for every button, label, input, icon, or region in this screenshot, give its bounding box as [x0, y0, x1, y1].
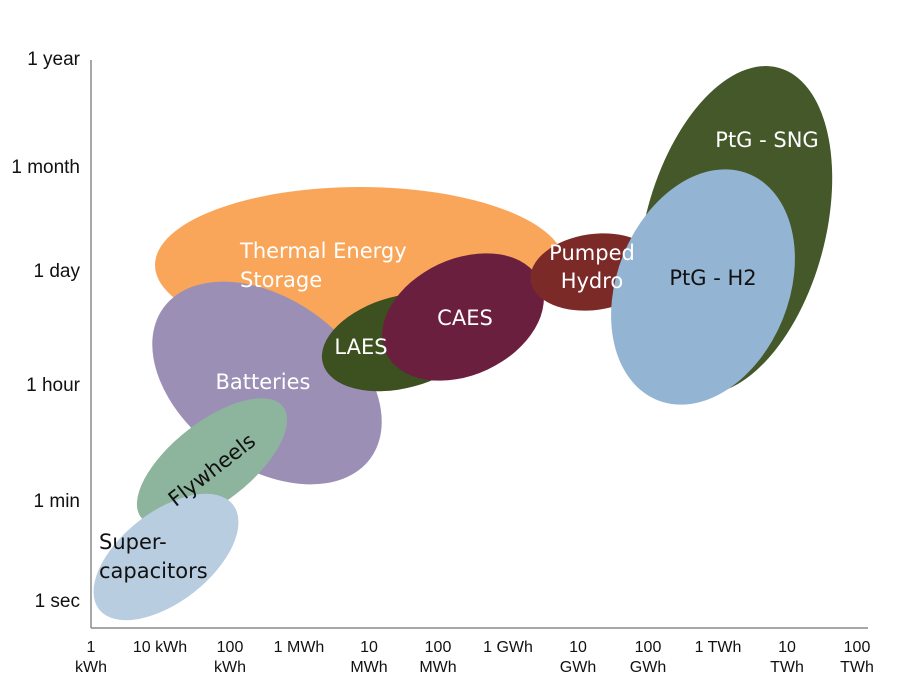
label-batteries: Batteries	[216, 370, 311, 394]
label-ptg-sng: PtG - SNG	[715, 128, 818, 152]
ellipse-ptg-h2	[611, 169, 795, 405]
ellipse-flywheels	[136, 398, 288, 526]
y-tick-1-day: 1 day	[34, 261, 81, 282]
axes	[90, 60, 868, 629]
x-tick-10-kwh: 10 kWh	[133, 639, 187, 656]
ellipse-super-capacitors	[93, 493, 239, 621]
label-super-capacitors: Super-capacitors	[99, 530, 208, 583]
x-tick-1-twh: 1 TWh	[695, 639, 742, 656]
label-laes: LAES	[334, 335, 387, 359]
label-thermal-energy-storage: Thermal Energy Storage	[239, 239, 407, 292]
technology-labels: Thermal Energy StorageBatteriesFlywheelsS…	[99, 128, 819, 583]
x-tick-100-mwh: 100 MWh	[419, 639, 456, 676]
y-tick-labels: 1 sec 1 min 1 hour 1 day 1 month 1 year	[11, 49, 80, 612]
y-tick-1-year: 1 year	[27, 49, 80, 70]
x-tick-1-mwh: 1 MWh	[274, 639, 325, 656]
x-tick-labels: 1 kWh 10 kWh 100 kWh 1 MWh 10 MWh 100 MWh 1 GWh 10 G…	[75, 639, 874, 676]
y-tick-1-month: 1 month	[11, 157, 80, 178]
label-caes: CAES	[437, 306, 493, 330]
x-tick-10-mwh: 10 MWh	[350, 639, 387, 676]
y-tick-1-hour: 1 hour	[26, 375, 81, 396]
x-tick-100-kwh: 100 kWh	[214, 639, 246, 676]
x-tick-10-twh: 10 TWh	[770, 639, 804, 676]
y-tick-1-min: 1 min	[34, 491, 80, 512]
label-ptg-h2: PtG - H2	[669, 266, 756, 290]
x-tick-100-gwh: 100 GWh	[630, 639, 666, 676]
x-tick-100-twh: 100 TWh	[840, 639, 874, 676]
technology-ellipses	[93, 66, 833, 621]
label-pumped-hydro: Pumped Hydro	[549, 241, 635, 293]
ellipse-caes	[382, 253, 544, 381]
y-tick-1-sec: 1 sec	[35, 591, 80, 612]
x-tick-1-kwh: 1 kWh	[75, 639, 107, 676]
x-tick-10-gwh: 10 GWh	[560, 639, 596, 676]
x-tick-1-gwh: 1 GWh	[483, 639, 533, 656]
